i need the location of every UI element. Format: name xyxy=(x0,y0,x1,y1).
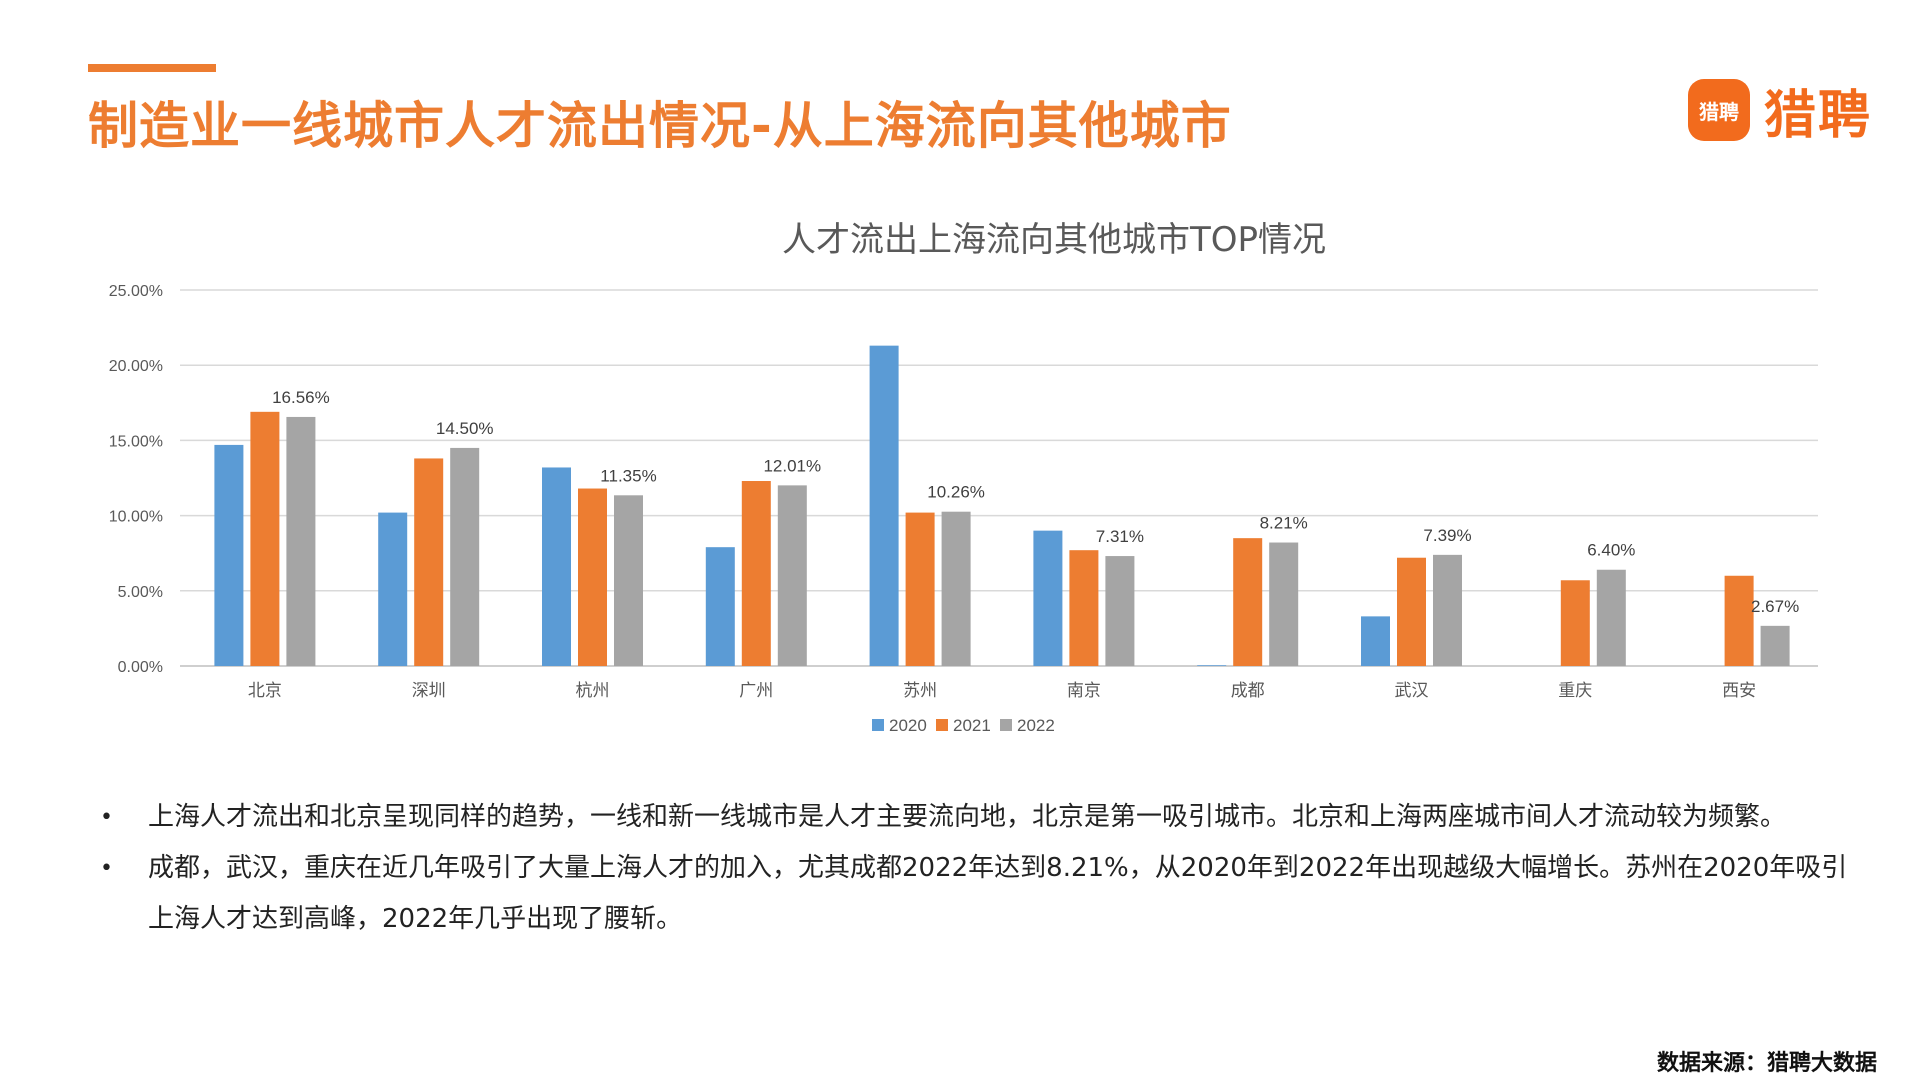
data-label: 7.39% xyxy=(1423,526,1471,545)
bar-2021 xyxy=(414,458,444,666)
x-tick-label: 苏州 xyxy=(903,681,937,701)
x-tick-label: 成都 xyxy=(1231,681,1265,701)
bar-2022 xyxy=(1105,556,1135,666)
y-tick-label: 0.00% xyxy=(118,659,163,676)
bar-2022 xyxy=(614,495,643,666)
y-tick-label: 25.00% xyxy=(109,283,163,300)
x-tick-label: 深圳 xyxy=(412,681,446,701)
y-tick-label: 10.00% xyxy=(109,509,163,526)
legend-swatch xyxy=(936,719,948,731)
data-label: 16.56% xyxy=(272,388,330,407)
bar-2021 xyxy=(578,488,607,666)
bar-2020 xyxy=(1361,616,1390,666)
bar-2021 xyxy=(1233,538,1263,666)
bar-2022 xyxy=(1433,554,1462,666)
data-source: 数据来源：猎聘大数据 xyxy=(1656,1050,1877,1076)
bar-2022 xyxy=(450,447,480,666)
x-tick-label: 西安 xyxy=(1722,681,1756,701)
legend-label: 2020 xyxy=(889,716,927,735)
legend-label: 2022 xyxy=(1017,716,1055,735)
bar-2022 xyxy=(777,485,807,666)
bar-2022 xyxy=(941,511,971,666)
x-tick-label: 杭州 xyxy=(576,681,610,701)
bar-chart: 人才流出上海流向其他城市TOP情况 0.00% 5.00% 10.00% 15.00% 2… xyxy=(109,220,1818,735)
bar-2022 xyxy=(1596,569,1626,666)
x-tick-label: 广州 xyxy=(739,681,773,701)
y-tick-label: 20.00% xyxy=(109,358,163,375)
bullet-list: • 上海人才流出和北京呈现同样的趋势，一线和新一线城市是人才主要流向地，北京是第… xyxy=(100,792,1860,945)
title-accent-bar xyxy=(88,64,216,72)
data-label: 10.26% xyxy=(927,483,985,502)
data-label: 12.01% xyxy=(763,456,821,475)
brand-logo-icon: 猎聘 xyxy=(1688,79,1750,141)
bar-2020 xyxy=(869,345,899,666)
bar-2022 xyxy=(1760,625,1790,666)
data-label: 8.21% xyxy=(1260,514,1308,533)
bar-2021 xyxy=(1397,557,1426,666)
bar-2021 xyxy=(905,512,935,666)
brand-logo-text: 猎聘 xyxy=(1764,85,1873,146)
bar-2020 xyxy=(214,444,244,666)
x-tick-label: 重庆 xyxy=(1558,681,1592,701)
x-tick-label: 武汉 xyxy=(1395,681,1429,701)
legend-label: 2021 xyxy=(953,716,991,735)
bar-2021 xyxy=(741,481,771,666)
bar-2021 xyxy=(1069,550,1099,666)
bar-2020 xyxy=(1197,665,1227,666)
bar-2021 xyxy=(250,411,280,666)
bar-2021 xyxy=(1560,580,1590,666)
bar-2020 xyxy=(705,547,735,666)
bar-2020 xyxy=(1033,530,1063,666)
bar-2022 xyxy=(1269,542,1299,666)
bar-2020 xyxy=(542,467,571,666)
brand-logo: 猎聘 猎聘 xyxy=(1688,78,1872,146)
bullet-dot: • xyxy=(100,856,113,881)
bar-2020 xyxy=(378,512,408,666)
bullet-text: 上海人才流出和北京呈现同样的趋势，一线和新一线城市是人才主要流向地，北京是第一吸… xyxy=(148,802,1787,832)
bullet-dot: • xyxy=(100,805,113,830)
y-tick-label: 5.00% xyxy=(118,584,163,601)
bar-2022 xyxy=(286,416,316,666)
y-tick-label: 15.00% xyxy=(109,433,163,450)
bullet-text: 成都，武汉，重庆在近几年吸引了大量上海人才的加入，尤其成都2022年达到8.21… xyxy=(148,853,1848,934)
data-label: 11.35% xyxy=(600,466,656,485)
page-title: 制造业一线城市人才流出情况-从上海流向其他城市 xyxy=(88,97,1232,155)
data-label: 7.31% xyxy=(1096,527,1144,546)
bar-2021 xyxy=(1724,575,1754,666)
legend-swatch xyxy=(872,719,884,731)
chart-title: 人才流出上海流向其他城市TOP情况 xyxy=(782,220,1326,260)
data-label: 14.50% xyxy=(436,419,494,438)
data-label: 6.40% xyxy=(1587,541,1635,560)
x-tick-label: 北京 xyxy=(248,681,282,701)
bullet-item: • 成都，武汉，重庆在近几年吸引了大量上海人才的加入，尤其成都2022年达到8.… xyxy=(100,843,1860,945)
legend-swatch xyxy=(1000,719,1012,731)
x-tick-label: 南京 xyxy=(1067,681,1101,701)
bullet-item: • 上海人才流出和北京呈现同样的趋势，一线和新一线城市是人才主要流向地，北京是第… xyxy=(100,792,1860,843)
data-label: 2.67% xyxy=(1751,597,1799,616)
